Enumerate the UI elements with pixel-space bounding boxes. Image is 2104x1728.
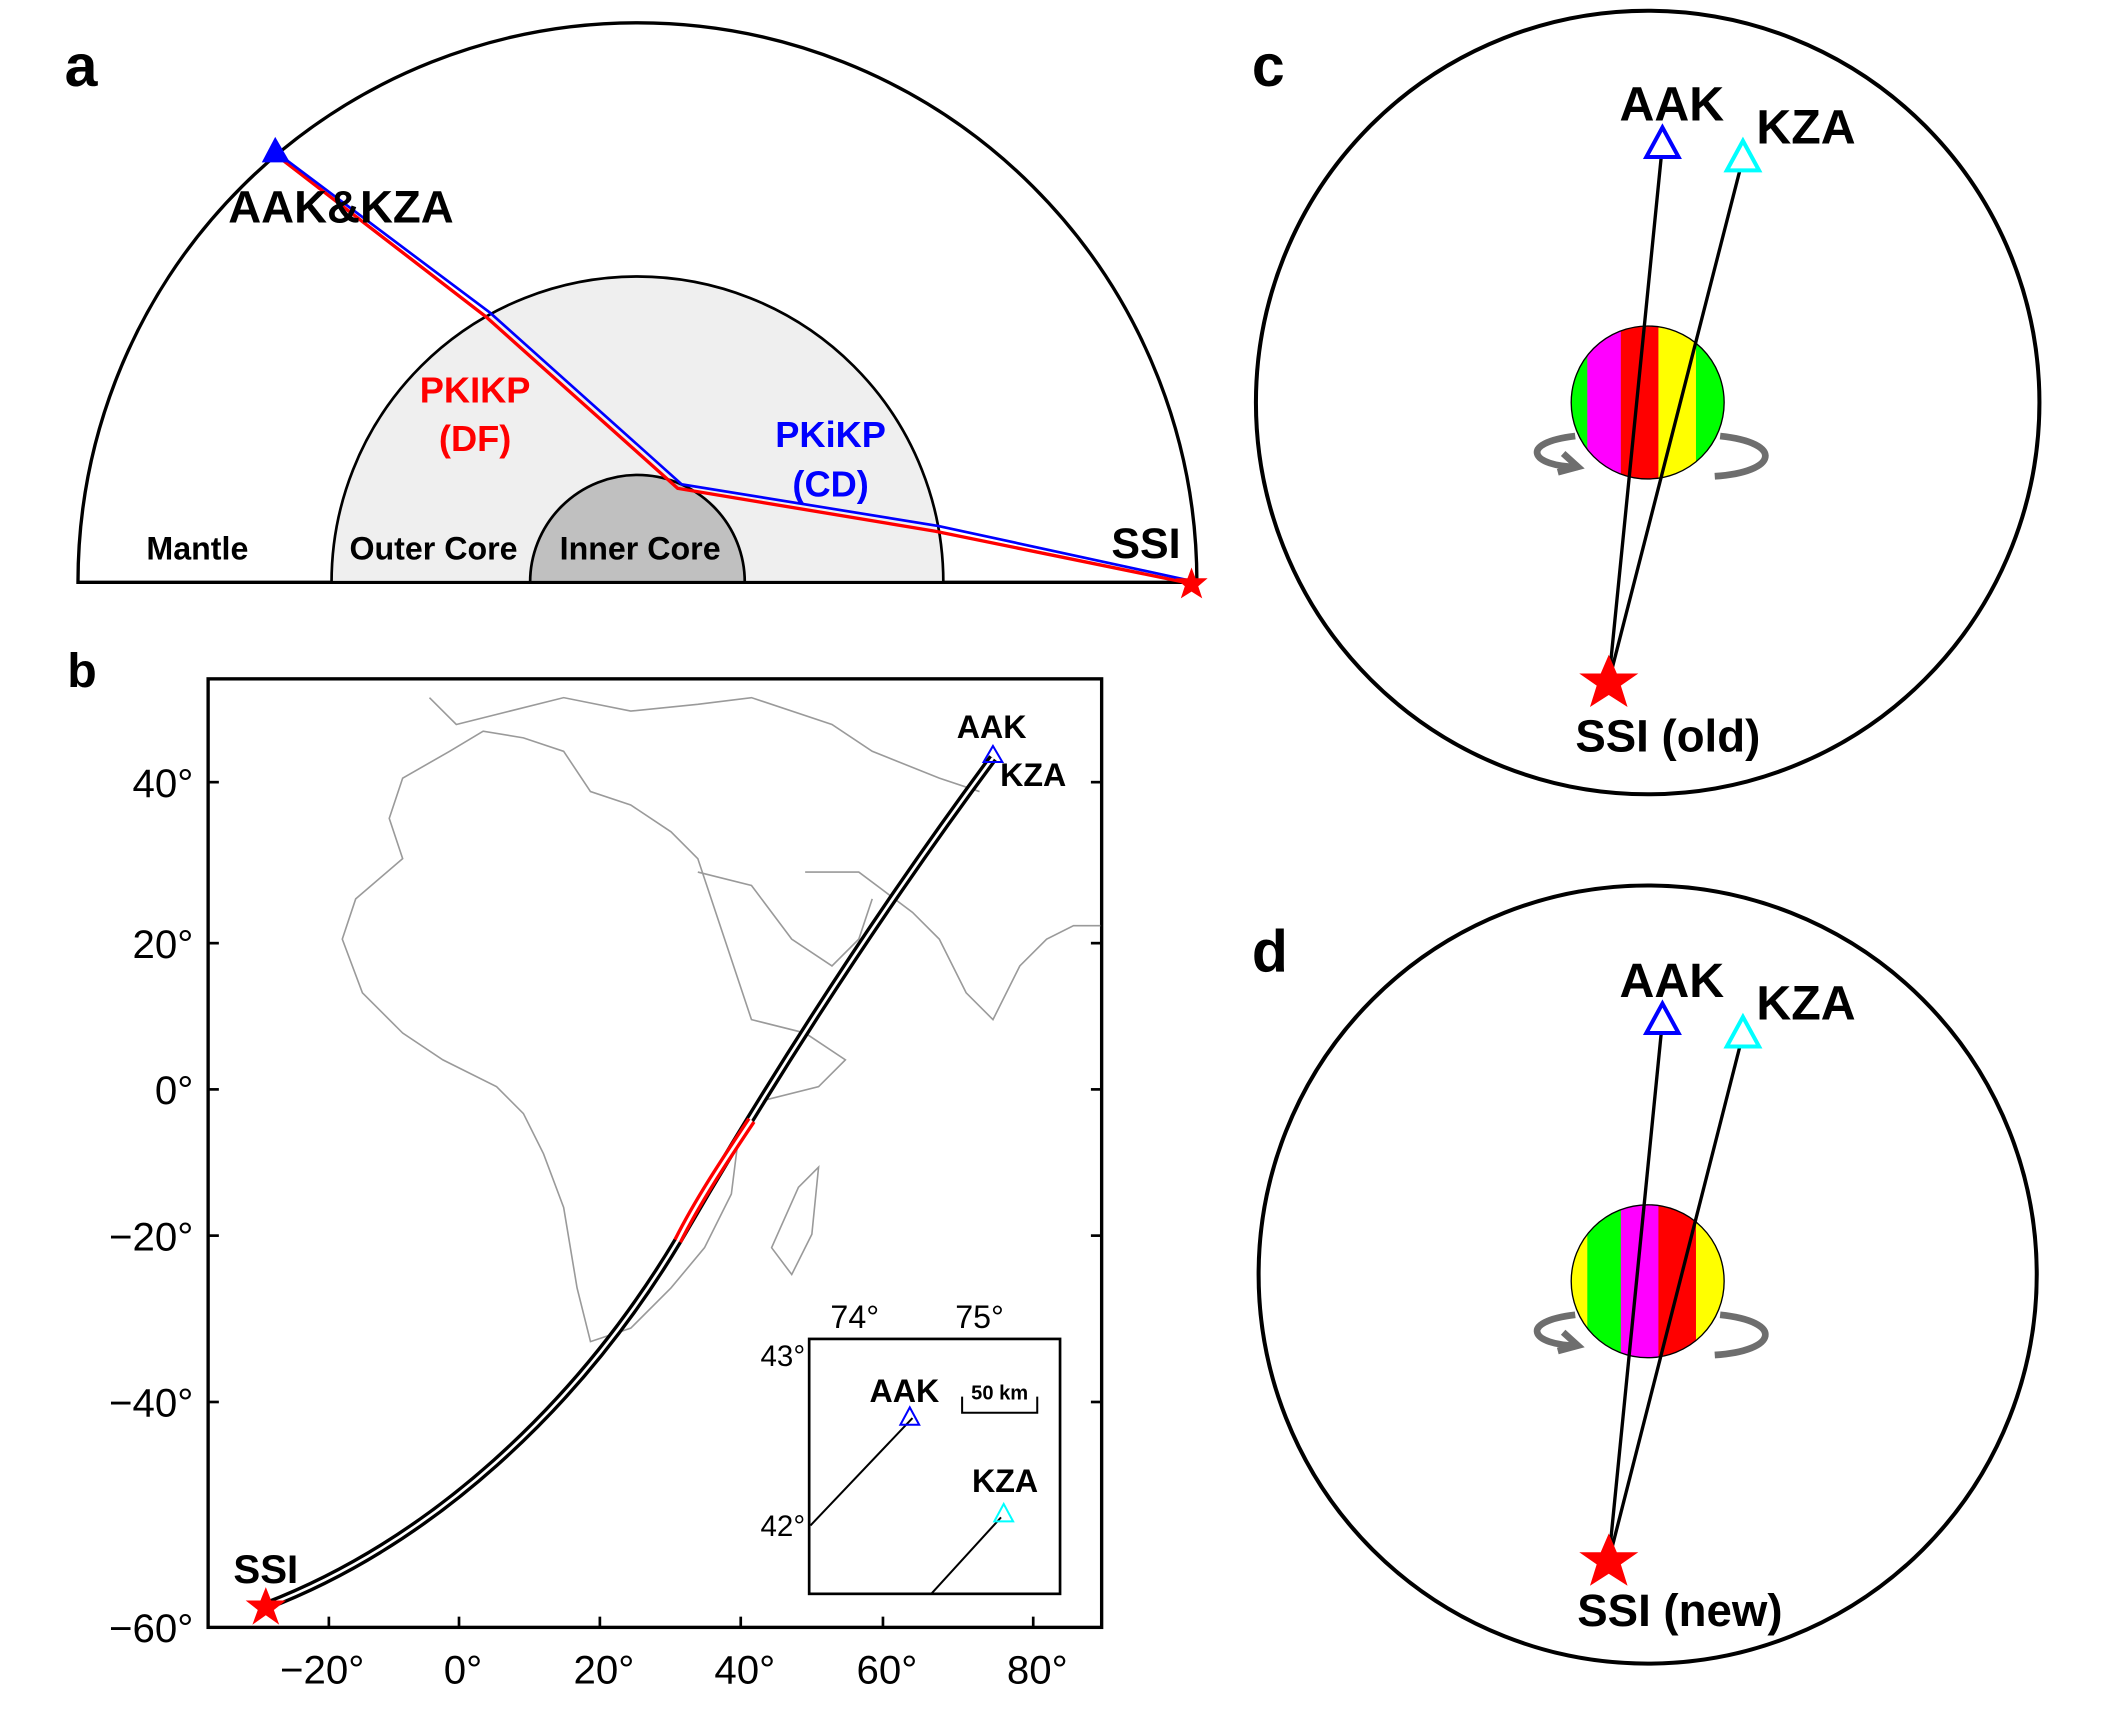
inner-core: [528, 473, 747, 584]
ray-pkikp: [274, 152, 1192, 586]
phase-cd-alias: (CD): [792, 463, 868, 504]
core-stripe: [1658, 326, 1697, 479]
y-tick: −20°: [109, 1214, 193, 1259]
source-star-icon: [1579, 1533, 1639, 1586]
station-aak-icon: [981, 743, 1005, 764]
tick-marks: [208, 780, 1102, 1628]
inset-aak-label: AAK: [870, 1373, 940, 1409]
source-label: SSI (old): [1575, 710, 1760, 761]
source-label: SSI: [233, 1547, 298, 1592]
phase-df-alias: (DF): [439, 418, 511, 459]
panel-d: d AAK KZA SSI (new): [1252, 883, 2039, 1666]
station-kza-label: KZA: [1756, 977, 1855, 1031]
station-kza-icon: [1723, 136, 1763, 173]
earth-outline: [1253, 8, 2042, 797]
core-stripe: [1620, 326, 1660, 479]
y-tick: 20°: [133, 922, 194, 967]
x-tick: 0°: [444, 1648, 482, 1693]
source-label: SSI (new): [1577, 1585, 1782, 1636]
outer-core-label: Outer Core: [349, 530, 517, 566]
panel-c: c AAK KZA SSI (old): [1252, 8, 2042, 797]
core-stripe: [1571, 1204, 1588, 1358]
station-kza-label: KZA: [1756, 101, 1855, 155]
inner-core-sphere: [1533, 325, 1769, 480]
panel-letter-d: d: [1252, 918, 1288, 984]
station-aak-label: AAK: [957, 709, 1027, 745]
station-kza-icon: [1723, 1012, 1763, 1049]
inset-frame: [807, 1337, 1062, 1596]
inner-core-segment-inner: [676, 1119, 753, 1242]
source-label: SSI: [1111, 520, 1180, 568]
inset-path-kza: [930, 1516, 1002, 1595]
scale-bar: [961, 1396, 1039, 1414]
source-star-icon: [1175, 567, 1208, 599]
source-star-icon: [245, 1587, 286, 1625]
x-tick: 60°: [857, 1648, 918, 1693]
inset-y-tick: 42°: [761, 1510, 806, 1543]
panel-a: a AAK&KZA PKIKP (DF) PKiKP (CD) Mantle O…: [65, 21, 1208, 599]
y-tick: 40°: [133, 761, 194, 806]
y-axis: 40° 20° 0° −20° −40° −60°: [109, 761, 193, 1651]
core-stripe: [1658, 1204, 1697, 1358]
rotation-arrowhead-icon: [1556, 450, 1585, 476]
inset-kza-label: KZA: [972, 1463, 1038, 1499]
scale-bar-label: 50 km: [971, 1382, 1028, 1404]
station-aak-icon: [1642, 999, 1682, 1036]
station-aak-icon: [1642, 123, 1682, 159]
source-star-icon: [1579, 654, 1639, 708]
sphere-outline: [1570, 325, 1725, 480]
core-stripe: [1587, 1204, 1622, 1358]
y-tick: 0°: [155, 1068, 193, 1113]
rotation-arrowhead-icon: [1556, 1329, 1585, 1355]
inset-x-tick: 75°: [955, 1299, 1004, 1335]
x-tick: −20°: [280, 1648, 364, 1693]
x-tick: 20°: [573, 1648, 634, 1693]
inset-map: 74° 75° 43° 42° AAK KZA 50 km: [761, 1299, 1062, 1596]
y-tick: −40°: [109, 1381, 193, 1426]
inset-kza-icon: [992, 1501, 1015, 1523]
ray-aak: [1607, 144, 1665, 682]
core-stripe: [1620, 1204, 1660, 1358]
inset-x-tick: 74°: [830, 1299, 879, 1335]
ray-pkikp-cd: [274, 150, 1192, 583]
x-axis: −20° 0° 20° 40° 60° 80°: [280, 1648, 1068, 1693]
station-aak-label: AAK: [1620, 78, 1725, 132]
earth-outline: [1256, 883, 2039, 1666]
ray-kza: [1607, 157, 1745, 682]
station-aak-label: AAK: [1620, 954, 1725, 1008]
panel-letter-b: b: [67, 644, 97, 698]
station-kza-label: KZA: [1000, 757, 1066, 793]
core-stripe: [1695, 326, 1725, 479]
ray-kza: [1607, 1033, 1745, 1561]
phase-cd-label: PKiKP: [775, 414, 886, 455]
rotation-arrow-icon: [1533, 1311, 1578, 1349]
inner-core-label: Inner Core: [560, 530, 721, 566]
panel-letter-c: c: [1252, 33, 1285, 99]
inset-aak-icon: [898, 1405, 921, 1426]
core-stripe: [1587, 326, 1622, 479]
ray-aak: [1607, 1020, 1665, 1561]
core-stripe: [1695, 1204, 1725, 1358]
mantle-label: Mantle: [146, 530, 248, 566]
phase-df-label: PKIKP: [420, 369, 531, 410]
inset-y-tick: 43°: [761, 1340, 806, 1373]
y-tick: −60°: [109, 1606, 193, 1651]
x-tick: 40°: [714, 1648, 775, 1693]
x-tick: 80°: [1007, 1648, 1068, 1693]
panel-letter-a: a: [65, 33, 99, 99]
inset-path-aak: [809, 1417, 914, 1527]
rotation-arrow-icon: [1533, 432, 1578, 471]
core-stripe: [1571, 326, 1588, 479]
inner-core-sphere: [1533, 1204, 1769, 1359]
sphere-outline: [1570, 1204, 1725, 1359]
rotation-arrow-icon: [1714, 432, 1769, 480]
rotation-arrow-icon: [1714, 1311, 1769, 1359]
station-label: AAK&KZA: [228, 182, 453, 233]
station-triangle-icon: [261, 136, 290, 163]
panel-b: b AAK KZA SSI −20° 0° 20° 40° 60° 80° 40…: [67, 644, 1104, 1693]
